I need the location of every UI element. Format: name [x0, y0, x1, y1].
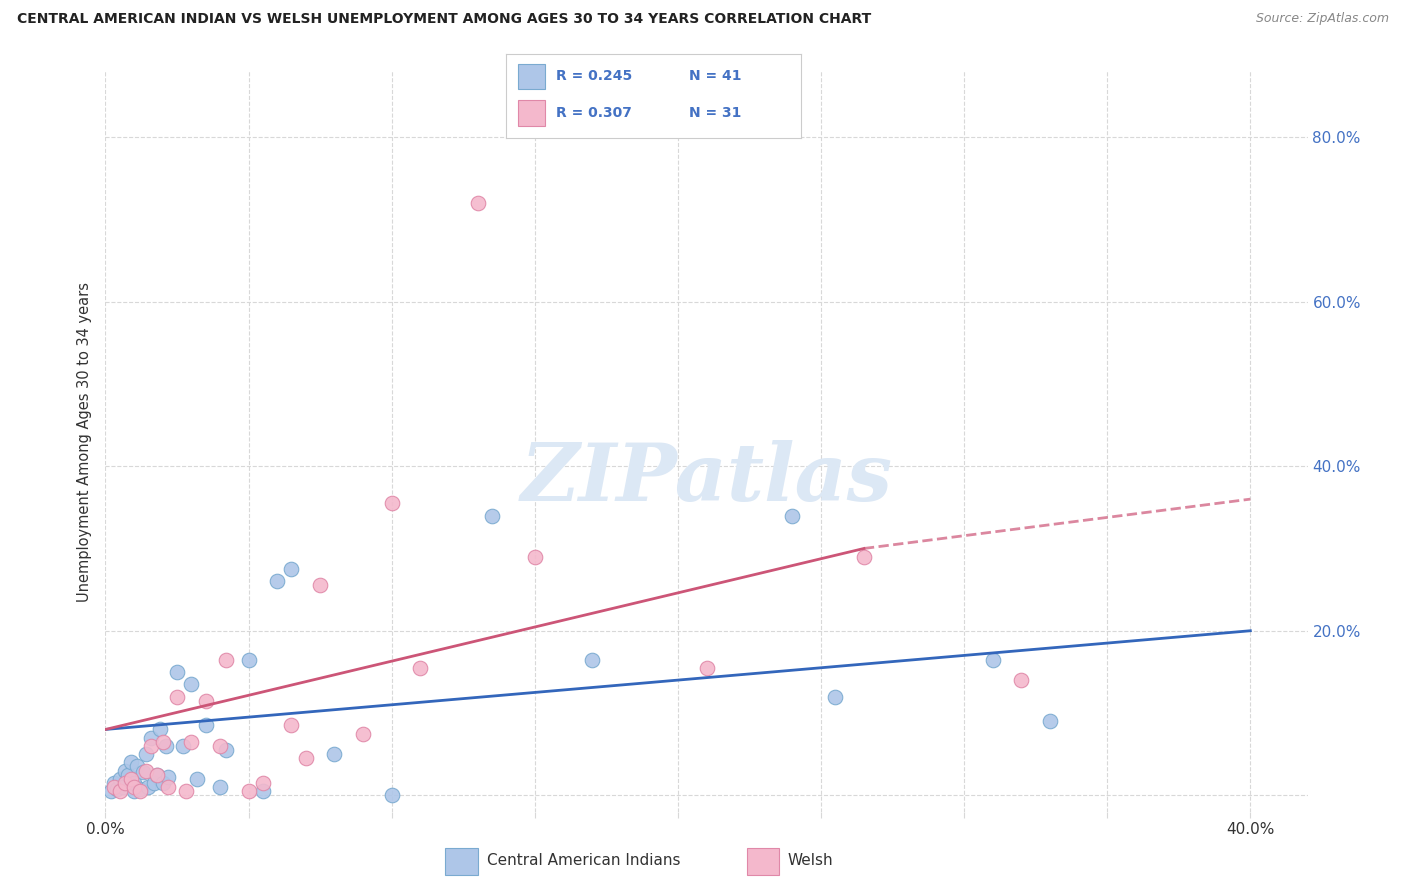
Point	[152, 776, 174, 790]
Text: ZIPatlas: ZIPatlas	[520, 440, 893, 517]
Point	[114, 764, 136, 778]
Point	[166, 690, 188, 704]
Point	[824, 690, 846, 704]
Point	[146, 767, 169, 781]
Point	[295, 751, 318, 765]
Text: R = 0.307: R = 0.307	[557, 106, 633, 120]
Point	[149, 723, 172, 737]
Point	[122, 780, 145, 794]
Point	[981, 652, 1004, 666]
Point	[280, 718, 302, 732]
Bar	[517, 100, 544, 126]
Point	[214, 743, 236, 757]
Text: CENTRAL AMERICAN INDIAN VS WELSH UNEMPLOYMENT AMONG AGES 30 TO 34 YEARS CORRELAT: CENTRAL AMERICAN INDIAN VS WELSH UNEMPLO…	[17, 12, 872, 26]
Point	[252, 776, 274, 790]
Point	[581, 652, 603, 666]
Point	[105, 781, 128, 796]
Point	[238, 784, 260, 798]
Text: Welsh: Welsh	[787, 854, 834, 868]
Point	[135, 764, 157, 778]
Point	[323, 747, 346, 761]
Point	[103, 780, 125, 794]
Point	[252, 784, 274, 798]
Point	[352, 726, 374, 740]
Point	[111, 780, 134, 794]
Point	[238, 652, 260, 666]
Point	[194, 694, 217, 708]
Point	[128, 784, 150, 798]
Point	[174, 784, 197, 798]
Point	[186, 772, 208, 786]
Y-axis label: Unemployment Among Ages 30 to 34 years: Unemployment Among Ages 30 to 34 years	[77, 282, 93, 601]
Point	[117, 767, 139, 781]
Point	[194, 718, 217, 732]
Bar	[747, 848, 779, 875]
Point	[108, 784, 131, 798]
Point	[114, 776, 136, 790]
Point	[381, 496, 404, 510]
Point	[467, 196, 489, 211]
Point	[146, 767, 169, 781]
Point	[852, 549, 875, 564]
Point	[128, 781, 150, 796]
Point	[1010, 673, 1032, 687]
Bar	[517, 63, 544, 89]
Point	[120, 772, 142, 786]
Text: Central American Indians: Central American Indians	[486, 854, 681, 868]
Point	[208, 780, 231, 794]
Text: N = 41: N = 41	[689, 70, 742, 83]
Point	[782, 508, 804, 523]
Point	[172, 739, 194, 753]
Bar	[446, 848, 478, 875]
Text: R = 0.245: R = 0.245	[557, 70, 633, 83]
Point	[157, 770, 180, 784]
Point	[309, 578, 332, 592]
Point	[100, 784, 122, 798]
Point	[1039, 714, 1062, 729]
Point	[166, 665, 188, 679]
Point	[138, 780, 160, 794]
Point	[155, 739, 177, 753]
Point	[131, 765, 153, 780]
Point	[122, 784, 145, 798]
Point	[108, 772, 131, 786]
Point	[141, 731, 163, 745]
Point	[208, 739, 231, 753]
Point	[481, 508, 503, 523]
Point	[103, 776, 125, 790]
Point	[135, 747, 157, 761]
Point	[152, 735, 174, 749]
Text: Source: ZipAtlas.com: Source: ZipAtlas.com	[1256, 12, 1389, 25]
Point	[523, 549, 546, 564]
Point	[141, 739, 163, 753]
Point	[280, 562, 302, 576]
Point	[266, 574, 288, 589]
Text: N = 31: N = 31	[689, 106, 741, 120]
Point	[180, 735, 202, 749]
Point	[122, 776, 145, 790]
Point	[157, 780, 180, 794]
Point	[409, 661, 432, 675]
Point	[120, 756, 142, 770]
Point	[214, 652, 236, 666]
Point	[125, 759, 148, 773]
Point	[381, 789, 404, 803]
Point	[696, 661, 718, 675]
Point	[180, 677, 202, 691]
Point	[143, 776, 166, 790]
